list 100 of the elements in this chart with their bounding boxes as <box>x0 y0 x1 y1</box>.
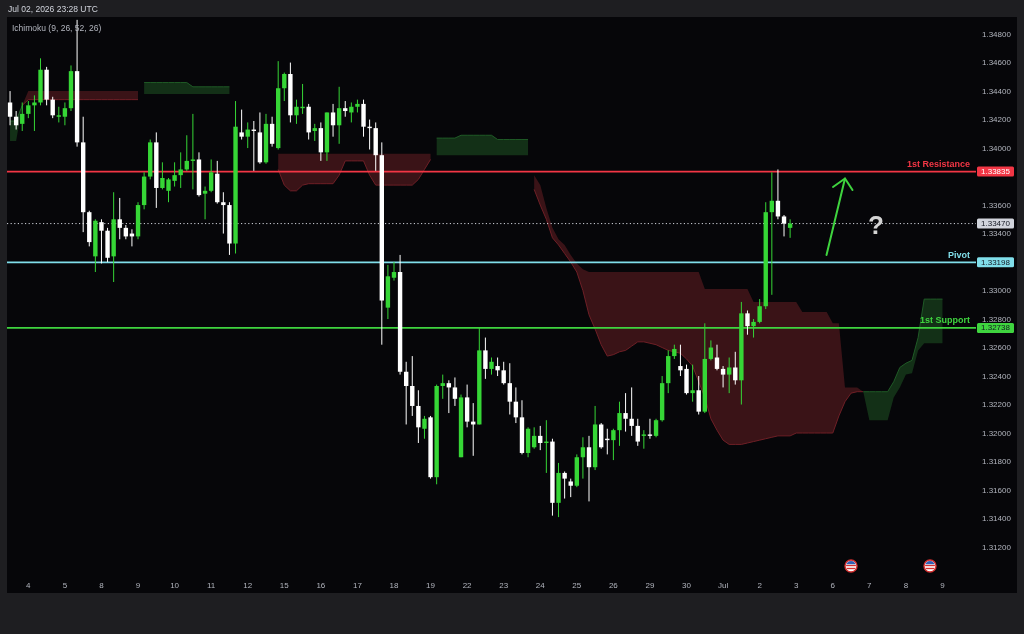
y-tick-label: 1.34000 <box>982 143 1012 153</box>
candlestick <box>20 101 25 132</box>
candlestick <box>586 435 592 502</box>
ref-line-label: Pivot <box>947 249 970 260</box>
candlestick <box>653 418 659 438</box>
y-tick-label: 1.32000 <box>982 428 1012 438</box>
candlestick <box>336 86 342 145</box>
candlestick <box>239 109 244 141</box>
x-tick-label: 25 <box>572 581 582 590</box>
y-tick-label: 1.32600 <box>982 343 1012 353</box>
candlestick <box>562 470 567 500</box>
y-tick-label: 1.33000 <box>982 286 1012 296</box>
y-tick-label: 1.31800 <box>982 457 1012 467</box>
y-tick-label: 1.34400 <box>982 86 1012 96</box>
candlestick <box>568 478 573 498</box>
candlestick <box>635 418 640 447</box>
y-tick-label: 1.31200 <box>982 542 1012 552</box>
y-tick-label: 1.34600 <box>982 58 1012 68</box>
y-tick-label: 1.32738 <box>981 323 1011 333</box>
y-tick-label: 1.32400 <box>982 371 1012 381</box>
candlestick <box>538 425 543 451</box>
x-tick-label: 9 <box>940 581 946 590</box>
candlestick <box>696 375 701 415</box>
candlestick <box>349 101 354 123</box>
candlestick <box>330 103 336 138</box>
candlestick <box>641 429 647 450</box>
x-tick-label: 8 <box>903 581 909 590</box>
y-tick-label: 1.31600 <box>982 485 1012 495</box>
y-tick-label: 1.34200 <box>982 115 1012 125</box>
x-tick-label: 24 <box>535 581 546 590</box>
candlestick <box>452 376 458 407</box>
x-tick-label: 3 <box>793 581 799 590</box>
candlestick <box>440 374 445 400</box>
x-tick-label: 19 <box>426 581 436 590</box>
text: Jul 02, 2026 23:28 UTC <box>8 4 98 14</box>
candlestick <box>617 401 622 447</box>
x-tick-label: 6 <box>830 581 836 590</box>
candlestick <box>62 101 68 126</box>
candlestick <box>507 362 512 415</box>
candlestick <box>361 99 366 138</box>
x-tick-label: 15 <box>279 581 290 590</box>
candlestick <box>483 337 488 380</box>
candlestick <box>245 121 250 149</box>
candlestick <box>611 428 616 461</box>
candlestick <box>422 415 427 440</box>
y-tick-label: 1.32200 <box>982 400 1012 410</box>
y-tick-label: 1.34800 <box>982 29 1012 39</box>
candlestick <box>757 298 762 324</box>
candlestick <box>629 386 634 437</box>
candlestick <box>720 365 726 388</box>
candlestick <box>416 389 421 444</box>
x-tick-label: 2 <box>757 581 763 590</box>
candlestick <box>733 351 738 386</box>
candlestick <box>745 309 750 336</box>
y-tick-label: 1.33470 <box>981 219 1011 229</box>
candlestick <box>117 197 122 240</box>
ref-line-label: 1st Resistance <box>906 159 970 170</box>
candlestick <box>599 422 604 450</box>
x-tick-label: 4 <box>26 581 32 590</box>
candlestick <box>7 90 13 126</box>
x-tick-label: 10 <box>170 581 180 590</box>
annotation: ? <box>868 210 884 240</box>
candlestick <box>178 151 183 189</box>
candlestick <box>208 158 214 193</box>
y-tick-label: 1.33835 <box>981 167 1011 177</box>
candlestick <box>501 361 506 386</box>
candlestick <box>410 355 415 417</box>
candlestick <box>99 218 104 264</box>
candlestick <box>269 116 275 148</box>
candlestick <box>690 364 695 403</box>
x-tick-label: 7 <box>867 581 873 590</box>
x-tick-label: 30 <box>682 581 692 590</box>
x-tick-label: 26 <box>608 581 619 590</box>
candlestick <box>32 94 37 132</box>
candlestick <box>781 214 787 237</box>
candlestick <box>726 357 732 394</box>
candlestick <box>495 357 500 377</box>
x-tick-label: 29 <box>645 581 655 590</box>
x-tick-label: 17 <box>352 581 363 590</box>
x-tick-label: 11 <box>207 581 216 590</box>
candlestick <box>647 418 653 440</box>
x-tick-label: 9 <box>135 581 141 590</box>
y-tick-label: 1.33600 <box>982 200 1012 210</box>
x-tick-label: 8 <box>99 581 105 590</box>
candlestick <box>190 113 196 190</box>
y-tick-label: 1.31400 <box>982 514 1012 524</box>
y-tick-label: 1.33400 <box>982 229 1012 239</box>
x-tick-label: Jul <box>717 581 729 590</box>
candlestick <box>221 191 226 235</box>
y-tick-label: 1.32800 <box>982 314 1012 324</box>
x-tick-label: 22 <box>462 581 473 590</box>
candlestick <box>391 261 397 282</box>
x-tick-label: 23 <box>499 581 509 590</box>
x-tick-label: 12 <box>243 581 253 590</box>
ref-line-label: 1st Support <box>919 315 970 326</box>
candlestick <box>580 436 586 480</box>
candlestick <box>202 186 208 220</box>
y-tick-label: 1.33198 <box>981 257 1011 267</box>
candlestick <box>623 392 628 433</box>
x-tick-label: 18 <box>389 581 399 590</box>
